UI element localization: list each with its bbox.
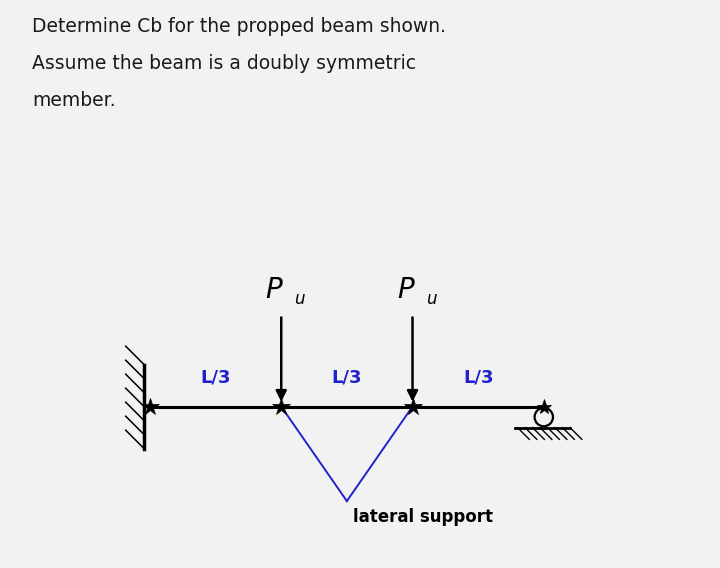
Text: L/3: L/3 — [463, 369, 493, 387]
Text: lateral support: lateral support — [354, 508, 493, 525]
Text: Determine Cb for the propped beam shown.: Determine Cb for the propped beam shown. — [32, 17, 446, 36]
Text: L/3: L/3 — [200, 369, 231, 387]
Text: L/3: L/3 — [332, 369, 362, 387]
Text: $\mathit{u}$: $\mathit{u}$ — [294, 291, 306, 308]
Text: $\mathit{u}$: $\mathit{u}$ — [426, 291, 438, 308]
Text: Assume the beam is a doubly symmetric: Assume the beam is a doubly symmetric — [32, 54, 416, 73]
Text: $\mathit{P}$: $\mathit{P}$ — [397, 277, 415, 304]
Text: member.: member. — [32, 91, 116, 110]
Text: $\mathit{P}$: $\mathit{P}$ — [266, 277, 284, 304]
